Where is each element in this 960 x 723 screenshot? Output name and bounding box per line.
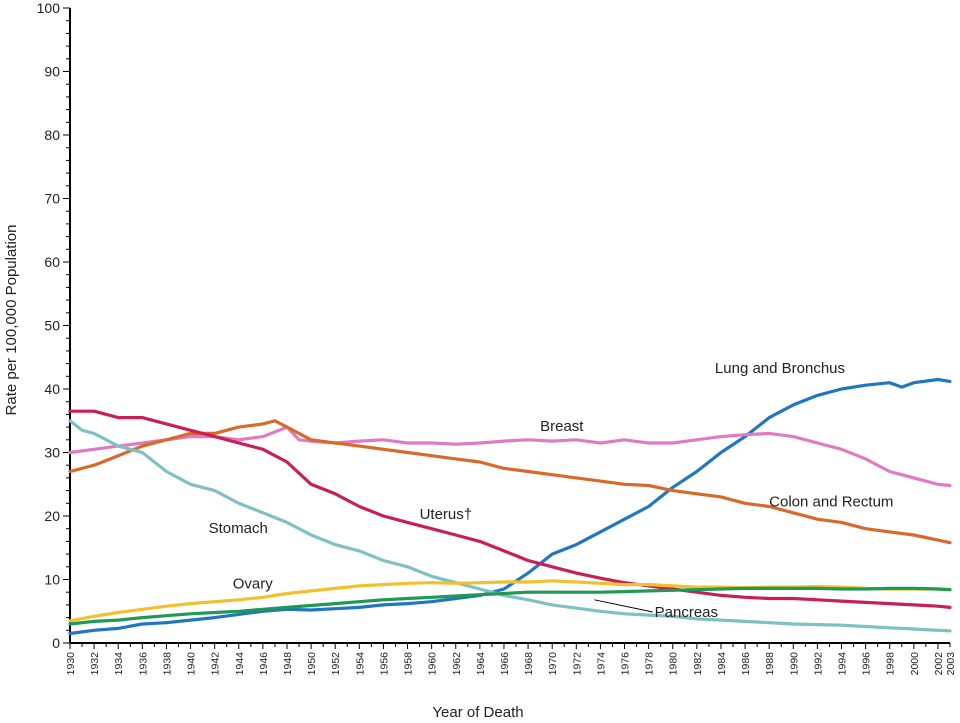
x-tick-label: 1946 xyxy=(258,652,270,676)
series-label-breast: Breast xyxy=(540,418,584,435)
series-label-uterus: Uterus† xyxy=(420,506,473,523)
x-tick-label: 1968 xyxy=(523,652,535,676)
x-tick-label: 1994 xyxy=(837,652,849,676)
series-label-lung-and-bronchus: Lung and Bronchus xyxy=(715,360,845,377)
y-tick-label: 100 xyxy=(37,0,61,16)
series-line-ovary xyxy=(68,579,952,623)
x-tick-label: 1934 xyxy=(113,652,125,676)
annotation-leader-line xyxy=(594,599,653,613)
x-tick-label: 1984 xyxy=(716,652,728,676)
y-tick-label: 40 xyxy=(44,381,60,397)
x-tick-label: 1952 xyxy=(330,652,342,676)
y-tick-label: 80 xyxy=(44,127,60,143)
x-tick-label: 1948 xyxy=(282,652,294,676)
series-label-pancreas: Pancreas xyxy=(655,604,718,621)
y-tick-label: 70 xyxy=(44,191,60,207)
x-tick-label: 1956 xyxy=(378,652,390,676)
series-label-stomach: Stomach xyxy=(209,520,268,537)
y-tick-label: 90 xyxy=(44,64,60,80)
series-line-uterus xyxy=(68,409,952,609)
x-tick-label: 2003 xyxy=(945,652,957,676)
x-tick-label: 1930 xyxy=(65,652,77,676)
x-tick-label: 1962 xyxy=(451,652,463,676)
x-tick-label: 1966 xyxy=(499,652,511,676)
series-line-stomach xyxy=(68,419,952,633)
series-line-colon-and-rectum xyxy=(68,419,952,545)
series-label-colon-and-rectum: Colon and Rectum xyxy=(769,493,893,510)
x-tick-label: 1944 xyxy=(234,652,246,676)
x-tick-label: 1980 xyxy=(668,652,680,676)
series-lines xyxy=(68,377,952,636)
x-tick-label: 1942 xyxy=(210,652,222,676)
x-tick-label: 1958 xyxy=(403,652,415,676)
x-tick-label: 1978 xyxy=(644,652,656,676)
series-line-breast xyxy=(68,425,952,488)
x-tick-label: 1982 xyxy=(692,652,704,676)
y-tick-label: 10 xyxy=(44,572,60,588)
x-tick-label: 1960 xyxy=(427,652,439,676)
x-tick-label: 1972 xyxy=(571,652,583,676)
y-tick-label: 50 xyxy=(44,318,60,334)
x-tick-label: 1992 xyxy=(812,652,824,676)
x-tick-label: 1950 xyxy=(306,652,318,676)
annotation-leaders xyxy=(594,599,653,613)
y-axis-title: Rate per 100,000 Population xyxy=(3,225,20,416)
series-label-ovary: Ovary xyxy=(233,575,274,592)
x-tick-label: 2002 xyxy=(933,652,945,676)
x-tick-label: 1970 xyxy=(547,652,559,676)
x-tick-label: 1936 xyxy=(137,652,149,676)
x-tick-label: 1940 xyxy=(186,652,198,676)
x-tick-label: 2000 xyxy=(909,652,921,676)
y-axis: 0 10 20 30 40 50 60 70 80 90 100 xyxy=(37,0,71,651)
x-tick-label: 1938 xyxy=(161,652,173,676)
x-tick-label: 1974 xyxy=(595,652,607,676)
series-labels: Lung and Bronchus Breast Colon and Rectum U… xyxy=(209,360,894,621)
x-axis-title: Year of Death xyxy=(432,704,523,721)
y-tick-label: 0 xyxy=(52,635,60,651)
x-tick-label: 1954 xyxy=(354,652,366,676)
x-tick-label: 1996 xyxy=(861,652,873,676)
x-tick-label: 1976 xyxy=(620,652,632,676)
y-tick-label: 60 xyxy=(44,254,60,270)
series-line-pancreas xyxy=(68,586,952,626)
x-tick-label: 1988 xyxy=(764,652,776,676)
x-tick-label: 1964 xyxy=(475,652,487,676)
series-line-lung-and-bronchus xyxy=(68,377,952,636)
x-tick-label: 1932 xyxy=(89,652,101,676)
y-tick-label: 30 xyxy=(44,445,60,461)
x-axis: 1930 1932 1934 1936 1938 1940 1942 1944 1946 1948… xyxy=(65,642,957,676)
x-tick-label: 1998 xyxy=(885,652,897,676)
y-tick-label: 20 xyxy=(44,508,60,524)
x-tick-label: 1986 xyxy=(740,652,752,676)
x-tick-label: 1990 xyxy=(788,652,800,676)
